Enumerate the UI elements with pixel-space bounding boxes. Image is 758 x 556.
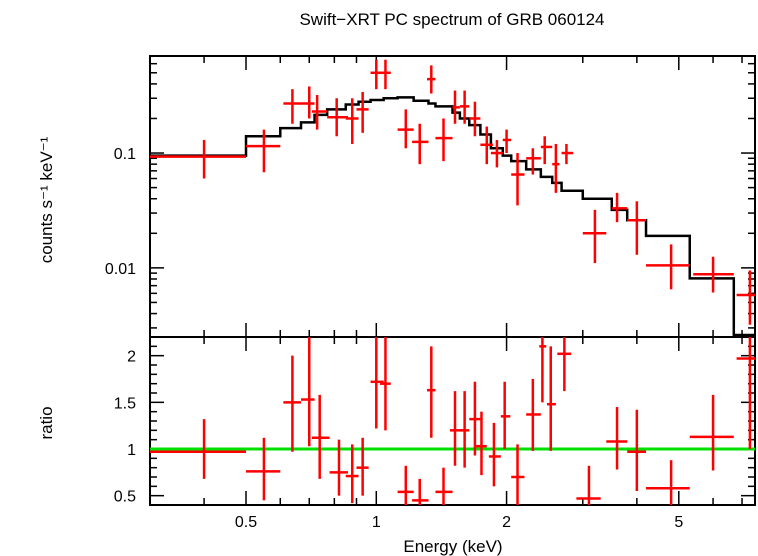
y-tick-label: 0.1 [114,146,136,163]
spectrum-frame [149,55,756,338]
chart-title: Swift−XRT PC spectrum of GRB 060124 [299,10,604,29]
model-step-line [150,96,755,337]
ratio-frame [149,336,756,506]
x-tick-label: 1 [372,514,381,531]
x-tick-label: 2 [502,514,511,531]
y-axis-label-counts: counts s⁻¹ keV⁻¹ [37,136,56,263]
x-axis-label: Energy (keV) [403,537,502,556]
y-tick-label: 1 [127,442,136,459]
ratio-panel: 0.5 1 2 5 0.5 1 1.5 2 [114,336,756,531]
y-tick-label: 0.5 [114,489,136,506]
y-tick-label: 1.5 [114,395,136,412]
y-axis-label-ratio: ratio [37,406,56,439]
x-tick-label: 5 [674,514,683,531]
y-tick-label: 0.01 [105,261,136,278]
y-tick-label: 2 [127,349,136,366]
x-tick-label: 0.5 [235,514,257,531]
spectrum-panel: 0.1 0.01 [105,55,756,338]
